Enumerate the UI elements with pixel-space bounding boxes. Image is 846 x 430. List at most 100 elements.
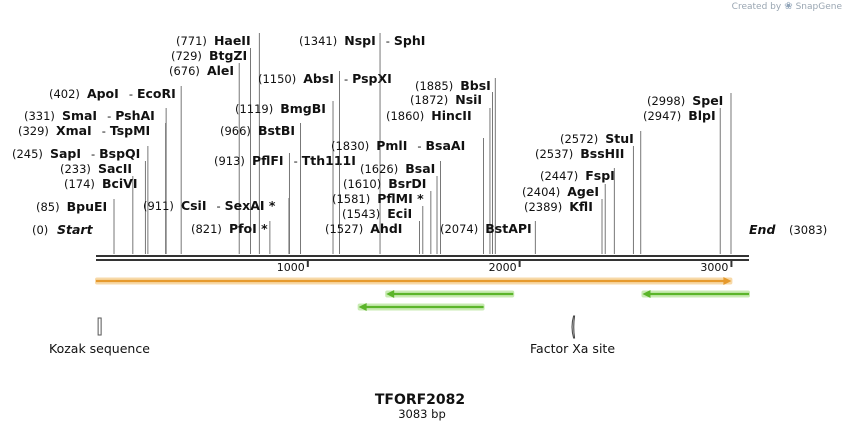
enzyme-name: SpeI	[692, 93, 723, 108]
enzyme-name: BssHII	[580, 146, 624, 161]
orf-arrowhead	[386, 290, 395, 298]
enzyme-name: PspXI	[352, 71, 392, 86]
enzyme-name: PshAI	[115, 108, 155, 123]
site-position: (2074)	[440, 222, 478, 236]
site-separator: -	[217, 199, 221, 213]
scale-ticks: 1000 2000 3000	[277, 261, 733, 274]
enzyme-name: PmlI	[376, 138, 407, 153]
enzyme-name: BsaI	[405, 161, 435, 176]
site-apoi: (402) ApoI - EcoRI	[49, 86, 182, 254]
enzyme-name: SexAI *	[225, 198, 276, 213]
site-alei: (676) AleI	[169, 63, 240, 254]
site-sacii: (233) SacII	[60, 161, 146, 254]
site-separator: -	[91, 147, 95, 161]
site-position: (85)	[36, 200, 60, 214]
enzyme-name: KflI	[569, 199, 593, 214]
site-bbsi: (1885) BbsI	[415, 78, 496, 254]
features	[95, 277, 750, 311]
enzyme-name: BsrDI	[388, 176, 426, 191]
enzyme-name: XmaI	[56, 123, 92, 138]
site-position: (911)	[143, 199, 174, 213]
site-position: (1885)	[415, 79, 453, 93]
site-position: (2404)	[522, 185, 560, 199]
enzyme-name: BmgBI	[280, 101, 326, 116]
site-separator: -	[107, 109, 111, 123]
enzyme-name: BsaAI	[426, 138, 466, 153]
site-nsii: (1872) NsiI	[410, 92, 493, 254]
enzyme-name: BbsI	[460, 78, 491, 93]
site-bsai: (1626) BsaI	[360, 161, 441, 254]
reverse-orf-arrow	[357, 303, 485, 311]
site-bcivi: (174) BciVI	[64, 176, 137, 254]
credit-brand: SnapGene	[795, 1, 842, 12]
site-sapi: (245) SapI - BspQI	[12, 146, 149, 254]
enzyme-name: BpuEI	[67, 199, 108, 214]
enzyme-name: BstAPI	[485, 221, 531, 236]
enzyme-name: EcoRI	[137, 86, 176, 101]
site-position: (913)	[214, 154, 245, 168]
enzyme-name: ApoI	[87, 86, 119, 101]
site-position: (1527)	[325, 222, 363, 236]
tick-label: 1000	[277, 261, 305, 274]
site-position: (821)	[191, 222, 222, 236]
site-absi: (1150) AbsI - PspXI	[258, 71, 392, 254]
enzyme-name: AgeI	[567, 184, 599, 199]
enzyme-name: AhdI	[370, 221, 402, 236]
end-label: End	[749, 222, 776, 237]
site-position: (1610)	[343, 177, 381, 191]
site-pfoi: (821) PfoI *	[191, 221, 271, 254]
enzyme-name: SacII	[98, 161, 132, 176]
site-spei: (2998) SpeI	[647, 93, 732, 254]
site-bpuei: (85) BpuEI	[36, 199, 115, 254]
site-position: (1626)	[360, 162, 398, 176]
site-separator: -	[417, 139, 421, 153]
site-position: (331)	[24, 109, 55, 123]
enzyme-name: PflFI	[252, 153, 284, 168]
site-blpi: (2947) BlpI	[643, 108, 721, 254]
site-stui: (2572) StuI	[560, 131, 642, 254]
enzyme-name: SphI	[394, 33, 426, 48]
reverse-orf-arrow	[641, 290, 750, 298]
site-position: (2389)	[524, 200, 562, 214]
site-xmai: (329) XmaI - TspMI	[18, 123, 167, 254]
orf-arrowhead	[723, 277, 732, 285]
marker-kozak-sequence: Kozak sequence	[49, 317, 150, 356]
site-ecii: (1543) EciI	[342, 206, 424, 254]
end-position: (3083)	[789, 223, 827, 237]
site-position: (1581)	[332, 192, 370, 206]
site-position: (2537)	[535, 147, 573, 161]
site-position: (402)	[49, 87, 80, 101]
site-position: (1150)	[258, 72, 296, 86]
marker-factor-xa-site: Factor Xa site	[530, 315, 615, 356]
tick-label: 2000	[489, 261, 517, 274]
backbone	[96, 255, 749, 261]
site-bsshii: (2537) BssHII	[535, 146, 634, 254]
marker-label: Kozak sequence	[49, 341, 150, 356]
orf-arrowhead	[358, 303, 367, 311]
site-nspi: (1341) NspI - SphI	[299, 33, 425, 254]
site-position: (1543)	[342, 207, 380, 221]
enzyme-name: BstBI	[258, 123, 295, 138]
site-position: (1872)	[410, 93, 448, 107]
site-position: (771)	[176, 34, 207, 48]
orf-arrowhead	[642, 290, 651, 298]
enzyme-name: FspI	[585, 168, 615, 183]
snapgene-credit: Created by ❀ SnapGene	[732, 1, 842, 12]
site-agei: (2404) AgeI	[522, 184, 606, 254]
site-position: (1830)	[331, 139, 369, 153]
site-position: (233)	[60, 162, 91, 176]
map-title: TFORF2082	[375, 392, 465, 408]
site-separator: -	[386, 34, 390, 48]
site-smai: (331) SmaI - PshAI	[24, 108, 167, 254]
enzyme-name: BlpI	[688, 108, 715, 123]
site-bsrdi: (1610) BsrDI	[343, 176, 438, 254]
site-pflmi: (1581) PflMI *	[332, 191, 432, 254]
reverse-orf-arrow	[385, 290, 515, 298]
site-pmli: (1830) PmlI - BsaAI	[331, 138, 485, 254]
enzyme-name: PfoI *	[229, 221, 268, 236]
site-btgzi: (729) BtgZI	[171, 48, 251, 254]
site-ahdi: (1527) AhdI	[325, 221, 420, 254]
enzyme-name: AbsI	[303, 71, 334, 86]
enzyme-name: BciVI	[102, 176, 138, 191]
